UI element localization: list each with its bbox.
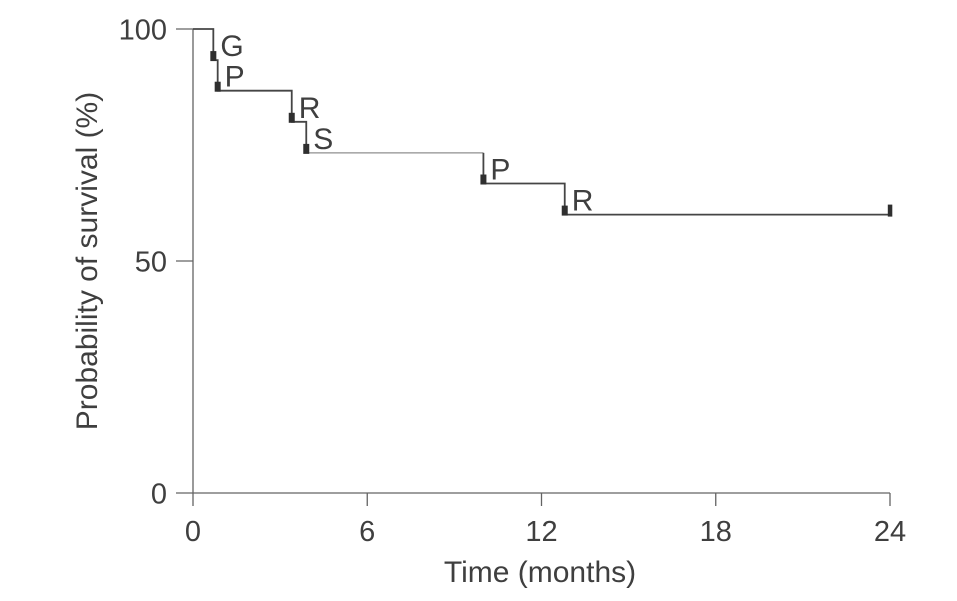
censor-tick	[887, 204, 893, 217]
x-tick-label: 0	[185, 516, 201, 548]
event-mark	[214, 81, 221, 92]
y-axis-title: Probability of survival (%)	[71, 91, 104, 431]
y-tick-label: 50	[135, 247, 167, 279]
x-tick-label: 24	[874, 516, 906, 548]
y-tick-label: 100	[119, 15, 167, 47]
event-label: G	[220, 30, 243, 63]
x-tick-label: 6	[359, 516, 375, 548]
y-tick-label: 0	[151, 479, 167, 511]
event-mark	[480, 174, 487, 185]
x-tick-label: 18	[700, 516, 732, 548]
survival-step-segment	[482, 152, 890, 216]
x-axis-title: Time (months)	[443, 556, 637, 589]
event-label: R	[572, 185, 594, 218]
event-mark	[561, 205, 568, 216]
event-label: P	[225, 61, 245, 94]
event-label: R	[299, 92, 321, 125]
event-mark	[288, 112, 295, 123]
event-mark	[303, 143, 310, 154]
event-label: S	[313, 123, 333, 156]
event-mark	[210, 51, 217, 62]
event-label: P	[490, 154, 510, 187]
x-tick-label: 12	[525, 516, 557, 548]
survival-step-segment	[193, 28, 308, 153]
